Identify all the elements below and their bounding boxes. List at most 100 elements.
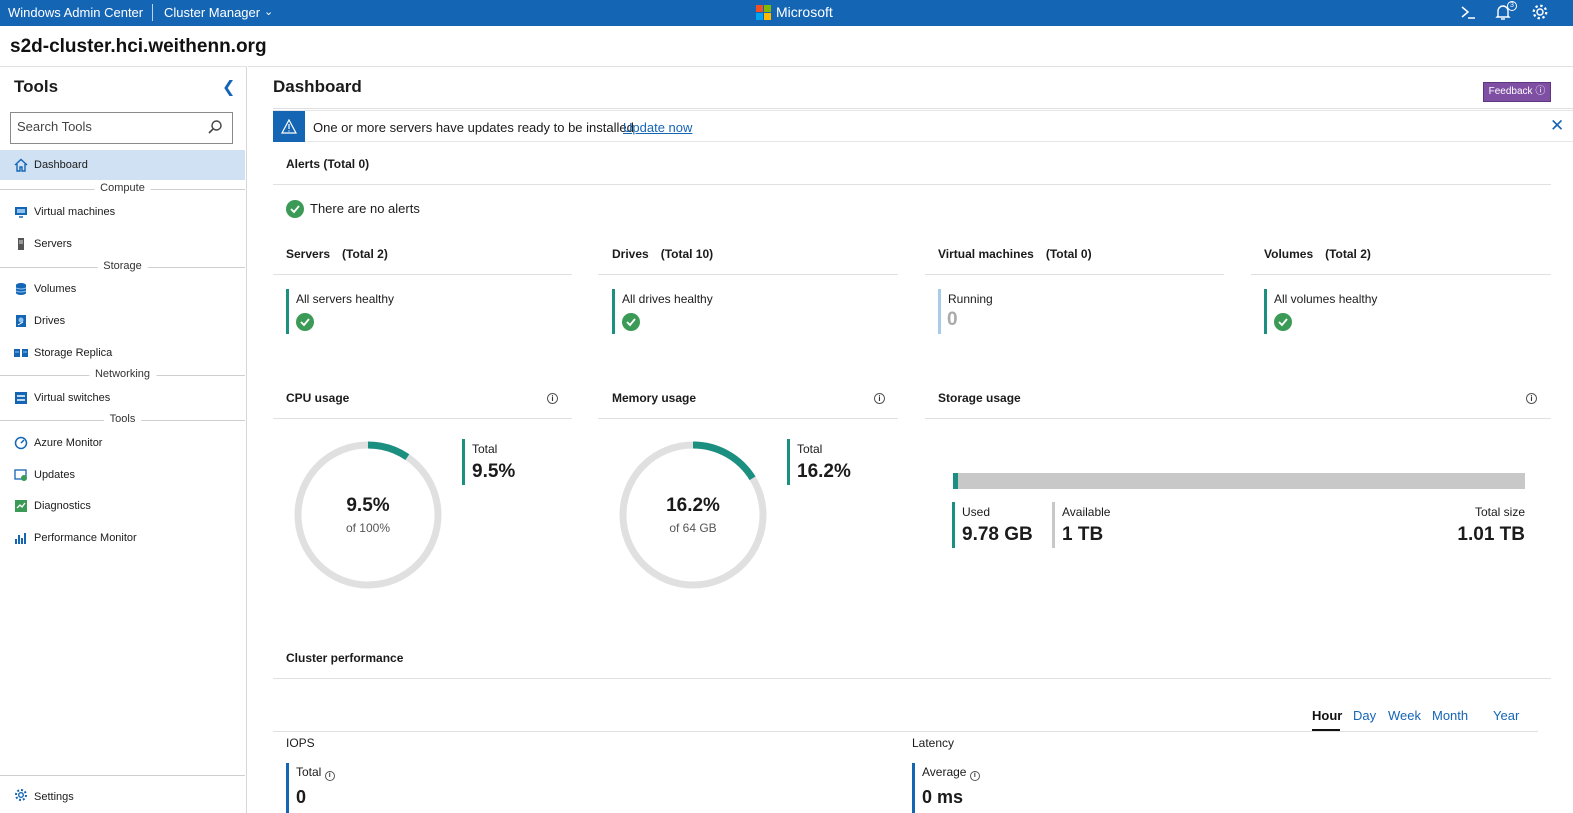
storage-usage-title: Storage usage bbox=[938, 391, 1021, 405]
sidebar-item-drives[interactable]: Drives bbox=[0, 306, 245, 336]
sidebar-title: Tools bbox=[14, 77, 59, 96]
info-icon[interactable]: i bbox=[969, 771, 980, 781]
volumes-status-text: All volumes healthy bbox=[1274, 292, 1378, 306]
info-icon[interactable]: i bbox=[324, 771, 335, 781]
checkmark-icon bbox=[1274, 313, 1292, 331]
memory-total-value: 16.2% bbox=[797, 461, 851, 482]
storage-usage-bar bbox=[953, 473, 1525, 489]
alerts-title: Alerts (Total 0) bbox=[286, 157, 370, 171]
sidebar-item-diagnostics[interactable]: Diagnostics bbox=[0, 491, 245, 521]
update-now-link[interactable]: Update now bbox=[623, 120, 693, 135]
drives-status[interactable]: All drives healthy bbox=[612, 289, 902, 337]
iops-title: IOPS bbox=[286, 736, 315, 750]
memory-usage-title: Memory usage bbox=[612, 391, 697, 405]
gear-icon bbox=[14, 788, 28, 807]
cpu-total-value: 9.5% bbox=[472, 461, 516, 482]
tab-hour[interactable]: Hour bbox=[1312, 708, 1343, 723]
iops-label: Total i bbox=[296, 765, 335, 781]
feedback-button[interactable]: Feedback ⓘ bbox=[1483, 82, 1551, 102]
sidebar-item-virtual-switches[interactable]: Virtual switches bbox=[0, 383, 245, 413]
memory-donut-chart bbox=[619, 441, 767, 589]
chevron-down-icon[interactable]: ⌄ bbox=[264, 6, 274, 18]
app-name[interactable]: Windows Admin Center bbox=[8, 5, 144, 20]
group-label: Networking bbox=[88, 368, 157, 380]
sidebar-item-label: Storage Replica bbox=[34, 347, 113, 359]
server-icon bbox=[14, 237, 28, 251]
servers-status-text: All servers healthy bbox=[296, 292, 395, 306]
warning-icon bbox=[273, 111, 305, 142]
update-banner: One or more servers have updates ready t… bbox=[273, 110, 1573, 142]
group-storage: Storage bbox=[0, 260, 245, 274]
memory-donut-center: 16.2% of 64 GB bbox=[618, 495, 768, 535]
cpu-total-label: Total bbox=[472, 442, 498, 456]
storage-total-label: Total size bbox=[1474, 505, 1525, 519]
vm-divider bbox=[925, 274, 1224, 275]
sidebar-item-settings[interactable]: Settings bbox=[0, 775, 245, 813]
latency-title: Latency bbox=[912, 736, 955, 750]
sidebar-item-updates[interactable]: Updates bbox=[0, 460, 245, 490]
info-icon[interactable]: i bbox=[1526, 393, 1537, 404]
powershell-icon[interactable] bbox=[1459, 3, 1479, 23]
range-divider bbox=[273, 731, 1538, 732]
search-icon[interactable] bbox=[207, 119, 223, 140]
servers-divider bbox=[273, 274, 572, 275]
sidebar-item-label: Dashboard bbox=[34, 159, 88, 171]
home-icon bbox=[14, 158, 28, 172]
info-icon[interactable]: i bbox=[547, 393, 558, 404]
dashboard-main: Dashboard Feedback ⓘ One or more servers… bbox=[248, 66, 1573, 813]
selected-range-indicator bbox=[1312, 729, 1340, 732]
sidebar-item-label: Performance Monitor bbox=[34, 532, 137, 544]
iops-value: 0 bbox=[296, 787, 307, 807]
context-switcher[interactable]: Cluster Manager bbox=[164, 5, 261, 20]
tab-year[interactable]: Year bbox=[1493, 708, 1520, 723]
checkmark-icon bbox=[286, 200, 304, 218]
sidebar-item-performance-monitor[interactable]: Performance Monitor bbox=[0, 523, 245, 553]
search-tools-box[interactable] bbox=[10, 112, 233, 144]
volumes-status[interactable]: All volumes healthy bbox=[1264, 289, 1554, 337]
close-icon[interactable]: ✕ bbox=[1550, 116, 1565, 135]
vm-status-text: Running bbox=[948, 292, 993, 306]
no-alerts-text: There are no alerts bbox=[310, 201, 420, 216]
storage-used-fill bbox=[953, 473, 959, 489]
tools-sidebar: Tools ❮ Dashboard Compute Virtual machin… bbox=[0, 66, 247, 813]
group-label: Tools bbox=[103, 413, 142, 425]
virtual-machines-status[interactable]: Running 0 bbox=[938, 289, 1228, 337]
cpu-center-value: 9.5% bbox=[346, 495, 390, 516]
group-compute: Compute bbox=[0, 182, 245, 196]
notification-bell-icon[interactable]: 3 bbox=[1495, 1, 1517, 23]
storage-replica-icon bbox=[14, 346, 28, 360]
servers-status[interactable]: All servers healthy bbox=[286, 289, 576, 337]
gear-icon[interactable] bbox=[1531, 3, 1551, 23]
sidebar-item-volumes[interactable]: Volumes bbox=[0, 274, 245, 304]
tab-month[interactable]: Month bbox=[1432, 708, 1469, 723]
azure-monitor-icon bbox=[14, 436, 28, 450]
volumes-icon bbox=[14, 282, 28, 296]
performance-monitor-icon bbox=[14, 531, 28, 545]
sidebar-item-dashboard[interactable]: Dashboard bbox=[0, 150, 245, 180]
storage-used-value: 9.78 GB bbox=[962, 524, 1033, 545]
sidebar-item-label: Virtual switches bbox=[34, 392, 111, 404]
collapse-sidebar-icon[interactable]: ❮ bbox=[222, 79, 236, 96]
sidebar-item-servers[interactable]: Servers bbox=[0, 229, 245, 259]
memory-center-value: 16.2% bbox=[666, 495, 720, 516]
volumes-divider bbox=[1251, 274, 1551, 275]
cpu-usage-title: CPU usage bbox=[286, 391, 350, 405]
group-networking: Networking bbox=[0, 368, 245, 382]
performance-divider bbox=[273, 678, 1551, 679]
storage-available-value: 1 TB bbox=[1062, 524, 1104, 545]
sidebar-item-virtual-machines[interactable]: Virtual machines bbox=[0, 197, 245, 227]
latency-value: 0 ms bbox=[922, 787, 964, 807]
drive-icon bbox=[14, 314, 28, 328]
sidebar-item-azure-monitor[interactable]: Azure Monitor bbox=[0, 428, 245, 458]
servers-title: Servers (Total 2) bbox=[286, 247, 388, 261]
checkmark-icon bbox=[296, 313, 314, 331]
drives-title: Drives (Total 10) bbox=[612, 247, 714, 261]
page-title: Dashboard bbox=[273, 77, 362, 96]
drives-divider bbox=[598, 274, 898, 275]
tab-week[interactable]: Week bbox=[1388, 708, 1421, 723]
sidebar-item-storage-replica[interactable]: Storage Replica bbox=[0, 338, 245, 368]
tab-day[interactable]: Day bbox=[1353, 708, 1377, 723]
search-input[interactable] bbox=[17, 119, 202, 134]
cpu-divider bbox=[273, 418, 572, 419]
info-icon[interactable]: i bbox=[874, 393, 885, 404]
